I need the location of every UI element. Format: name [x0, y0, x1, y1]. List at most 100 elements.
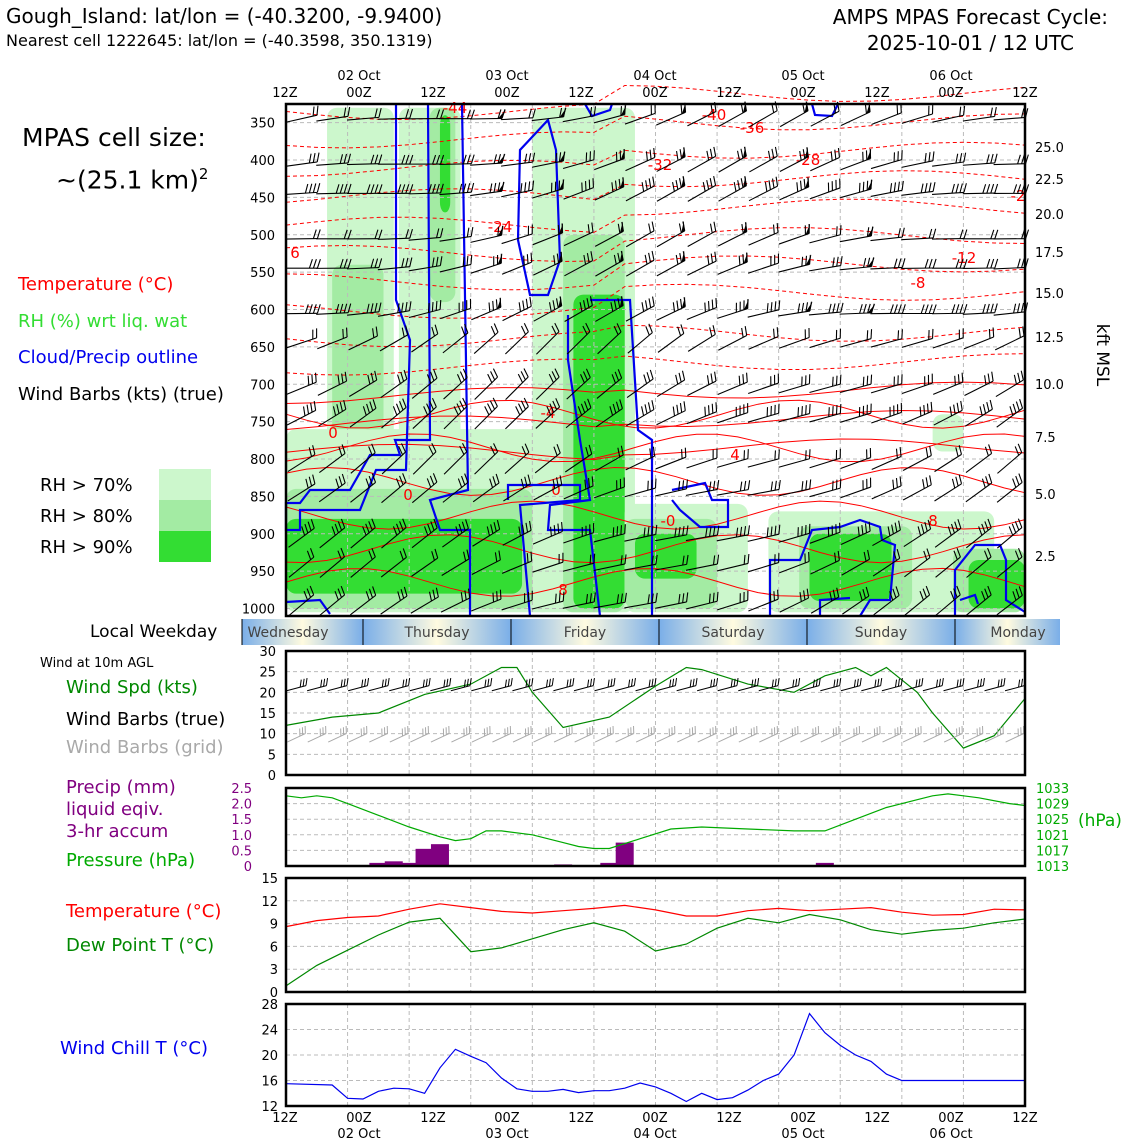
wind-barb-feather	[925, 585, 931, 596]
wind-barb-feather	[805, 450, 807, 460]
wind-barb-feather	[466, 549, 470, 560]
wind-barb-feather	[901, 374, 903, 384]
wind-barb-feather	[523, 368, 529, 378]
wind-barb	[287, 445, 316, 473]
wind-barb-shaft	[962, 192, 995, 195]
wind-barb	[932, 152, 967, 167]
wind-barb	[624, 478, 657, 498]
grid-wind-barb-feather	[545, 728, 547, 737]
grid-wind-barb	[410, 725, 429, 743]
wind-barb-shaft	[595, 305, 624, 322]
wind-barb-shaft	[593, 114, 625, 124]
grid-wind-barb-shaft	[553, 733, 573, 743]
wind-barb-feather	[932, 228, 937, 239]
wind-barb-feather	[397, 374, 401, 384]
grid-wind-barb-feather	[422, 728, 424, 737]
grid-wind-barb-shaft	[328, 733, 347, 743]
wind-barb-feather	[777, 253, 780, 264]
precip-bar	[400, 862, 419, 866]
temp-contour-label: -24	[488, 218, 513, 236]
wind-barb-feather	[1014, 550, 1020, 560]
wind-barb-feather	[522, 300, 525, 311]
surface-wind-barb-shaft	[697, 685, 717, 692]
surface-wind-barb-feather	[713, 678, 716, 687]
wind-barb-feather	[585, 594, 589, 604]
wind-barb-feather	[552, 300, 556, 310]
wind-barb-shaft	[535, 406, 560, 429]
wind-barb-feather	[869, 477, 872, 488]
wind-barb	[962, 303, 998, 315]
wind-barb-shaft	[286, 381, 317, 395]
temp-contour-label: -36	[740, 119, 765, 137]
wind-barb	[687, 175, 717, 202]
surface-wind-barb-shaft	[943, 685, 963, 692]
wind-barb-feather	[398, 445, 404, 456]
wind-barb-feather	[520, 325, 527, 335]
surface-wind-barb	[738, 678, 760, 692]
wind-barb-feather	[466, 227, 470, 238]
wind-barb-pennant	[743, 221, 747, 234]
wind-barb-feather	[400, 372, 405, 382]
wind-barb-feather	[893, 405, 895, 416]
wind-barb-shaft	[902, 484, 932, 501]
weekday-cell	[242, 619, 363, 645]
wind-barb	[381, 443, 406, 475]
wind-barb-feather	[308, 476, 313, 487]
wind-barb-feather	[553, 446, 558, 456]
wind-barb-feather	[457, 478, 463, 488]
wind-barb-feather	[649, 448, 652, 458]
wind-barb	[901, 304, 937, 315]
surface-wind-barb-feather	[715, 678, 719, 686]
wind-barb	[596, 369, 623, 399]
wind-barb	[656, 146, 686, 172]
wind-barb-feather	[924, 258, 929, 269]
grid-wind-barb-feather	[404, 727, 406, 735]
wind-barb-feather	[584, 479, 587, 490]
wind-barb-feather	[645, 180, 648, 190]
wind-barb-feather	[982, 184, 987, 194]
grid-wind-barb-feather	[776, 725, 778, 734]
grid-wind-barb-feather	[914, 728, 917, 737]
wind-barb-feather	[774, 525, 777, 536]
wind-barb-feather	[901, 227, 905, 238]
wind-barb-feather	[647, 594, 650, 604]
wind-barb-feather	[870, 374, 873, 385]
wind-barb-feather	[808, 449, 811, 459]
grid-wind-barb-shaft	[451, 733, 470, 743]
wind-barb-feather	[531, 180, 535, 191]
wind-barb-feather	[746, 372, 748, 383]
top-time-label: 12Z	[864, 86, 890, 101]
temp-contour-label: 8	[928, 512, 938, 530]
wind-barb-shaft	[840, 456, 871, 470]
surface-wind-barb-feather	[900, 678, 903, 686]
surface-wind-barb-shaft	[840, 685, 861, 692]
wind-barb-shaft	[686, 457, 718, 469]
wind-barb	[687, 251, 717, 276]
grid-wind-barb	[287, 725, 306, 743]
wind-barb-shaft	[840, 188, 872, 199]
wind-barb	[564, 251, 594, 277]
wind-barb-feather	[1008, 526, 1014, 536]
wind-barb-feather	[403, 369, 408, 380]
wind-barb-feather	[895, 586, 900, 596]
wind-barb	[285, 183, 321, 195]
wind-barb-feather	[435, 301, 438, 311]
wind-barb-feather	[803, 590, 806, 600]
wind-barb-feather	[686, 554, 689, 565]
wind-barb	[747, 524, 781, 542]
wind-barb-shaft	[839, 266, 872, 271]
wind-barb-shaft	[718, 155, 747, 173]
wind-barb-feather	[334, 590, 339, 601]
wind-barb-shaft	[316, 115, 349, 122]
pressure-label: Pressure (hPa)	[66, 850, 196, 871]
wind-barb	[931, 229, 968, 240]
wind-barb	[809, 256, 843, 272]
wind-barb	[316, 229, 352, 240]
surface-wind-barb-shaft	[491, 685, 512, 692]
wind-barb-shaft	[778, 458, 810, 468]
wind-barb-feather	[956, 402, 960, 413]
wind-barb-feather	[466, 109, 471, 119]
wind-barb-feather	[652, 176, 655, 187]
wind-barb-feather	[958, 445, 963, 455]
wind-barb	[778, 479, 812, 497]
